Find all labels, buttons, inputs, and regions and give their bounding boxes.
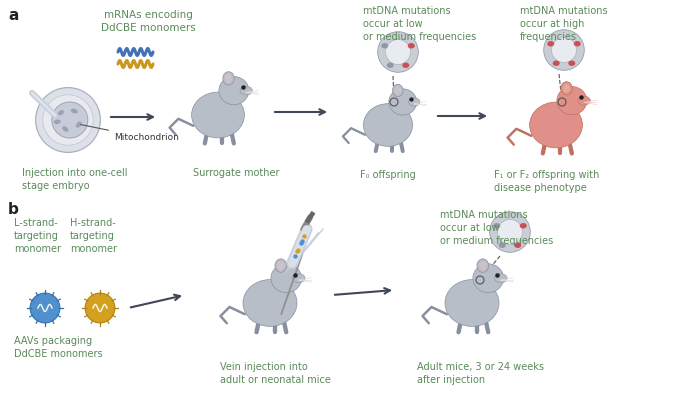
Ellipse shape <box>578 96 590 105</box>
Text: mtDNA mutations
occur at high
frequencies: mtDNA mutations occur at high frequencie… <box>520 6 608 42</box>
Ellipse shape <box>547 41 554 47</box>
Circle shape <box>30 293 60 323</box>
Ellipse shape <box>569 61 576 66</box>
Ellipse shape <box>191 92 244 138</box>
Circle shape <box>386 40 411 65</box>
Text: mtDNA mutations
occur at low
or medium frequencies: mtDNA mutations occur at low or medium f… <box>440 210 553 247</box>
Ellipse shape <box>240 86 253 95</box>
Text: Adult mice, 3 or 24 weeks
after injection: Adult mice, 3 or 24 weeks after injectio… <box>417 362 544 385</box>
Ellipse shape <box>62 126 68 132</box>
Ellipse shape <box>514 243 521 248</box>
Ellipse shape <box>520 223 527 229</box>
Ellipse shape <box>71 109 78 113</box>
Ellipse shape <box>499 243 506 248</box>
Ellipse shape <box>561 82 572 95</box>
Circle shape <box>52 102 88 138</box>
Text: Surrogate mother: Surrogate mother <box>193 168 280 178</box>
Ellipse shape <box>563 84 570 93</box>
Text: mtDNA mutations
occur at low
or medium frequencies: mtDNA mutations occur at low or medium f… <box>363 6 476 42</box>
Ellipse shape <box>58 110 64 115</box>
Ellipse shape <box>76 121 81 128</box>
Text: F₀ offspring: F₀ offspring <box>360 170 416 180</box>
Text: mRNAs encoding
DdCBE monomers: mRNAs encoding DdCBE monomers <box>101 10 196 33</box>
Ellipse shape <box>408 43 415 49</box>
Text: a: a <box>8 8 18 23</box>
Ellipse shape <box>530 102 583 148</box>
Ellipse shape <box>494 274 507 283</box>
Ellipse shape <box>393 84 403 97</box>
Circle shape <box>498 219 523 245</box>
Ellipse shape <box>557 87 587 115</box>
Ellipse shape <box>473 264 503 292</box>
Circle shape <box>544 30 584 70</box>
Ellipse shape <box>389 89 417 115</box>
Ellipse shape <box>363 104 413 146</box>
Text: b: b <box>8 202 19 217</box>
Ellipse shape <box>480 261 487 270</box>
Ellipse shape <box>381 43 388 49</box>
Ellipse shape <box>243 280 297 326</box>
Ellipse shape <box>493 223 500 229</box>
Text: AAVs packaging
DdCBE monomers: AAVs packaging DdCBE monomers <box>14 336 102 359</box>
Ellipse shape <box>292 274 305 283</box>
Ellipse shape <box>409 98 420 106</box>
Circle shape <box>490 212 530 252</box>
Text: L-strand-
targeting
monomer: L-strand- targeting monomer <box>14 218 61 255</box>
Text: H-strand-
targeting
monomer: H-strand- targeting monomer <box>70 218 117 255</box>
Ellipse shape <box>477 259 489 273</box>
Text: F₁ or F₂ offspring with
disease phenotype: F₁ or F₂ offspring with disease phenotyp… <box>494 170 599 193</box>
Ellipse shape <box>387 63 394 68</box>
Ellipse shape <box>402 63 409 68</box>
Ellipse shape <box>54 119 61 124</box>
Ellipse shape <box>277 261 285 270</box>
Ellipse shape <box>574 41 580 47</box>
Ellipse shape <box>395 86 401 95</box>
Circle shape <box>35 88 100 152</box>
Ellipse shape <box>275 259 287 273</box>
Circle shape <box>85 293 115 323</box>
Ellipse shape <box>223 72 235 85</box>
Text: Mitochondrion: Mitochondrion <box>81 124 179 142</box>
Text: Vein injection into
adult or neonatal mice: Vein injection into adult or neonatal mi… <box>220 362 331 385</box>
Ellipse shape <box>445 280 499 326</box>
Ellipse shape <box>225 74 232 83</box>
Circle shape <box>378 32 418 72</box>
Ellipse shape <box>219 77 248 105</box>
Text: Injection into one-cell
stage embryo: Injection into one-cell stage embryo <box>22 168 127 191</box>
Ellipse shape <box>553 61 560 66</box>
Ellipse shape <box>271 264 301 292</box>
Circle shape <box>42 95 93 145</box>
Circle shape <box>551 38 576 63</box>
